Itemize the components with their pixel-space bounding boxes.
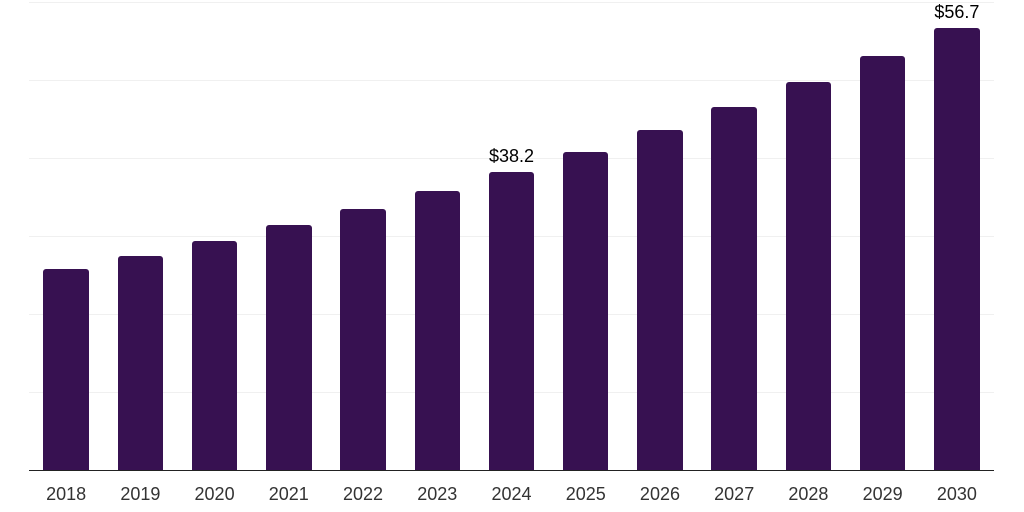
x-tick-label-2019: 2019 (120, 484, 161, 504)
bar-2030 (934, 27, 980, 470)
gridline (29, 80, 994, 81)
x-tick-label-2023: 2023 (417, 484, 458, 504)
x-tick-label-2029: 2029 (862, 484, 903, 504)
bar-2021 (266, 225, 312, 470)
gridline (29, 158, 994, 159)
x-tick-label-2026: 2026 (639, 484, 680, 504)
gridline (29, 2, 994, 3)
bar-2019 (117, 255, 164, 470)
plot-area: $38.2 $56.7 (29, 0, 994, 471)
bar-2028 (785, 82, 832, 470)
x-tick-label-2027: 2027 (714, 484, 755, 504)
x-tick-label-2021: 2021 (268, 484, 309, 504)
bar-2029 (859, 55, 906, 470)
bar-value-label-2024: $38.2 (488, 146, 535, 167)
x-tick-label-2024: 2024 (491, 484, 532, 504)
x-tick-label-2022: 2022 (343, 484, 384, 504)
bar-2026 (637, 129, 683, 470)
bar-value-label-2030: $56.7 (934, 1, 980, 22)
bar-2027 (711, 107, 757, 470)
x-tick-label-2025: 2025 (565, 484, 606, 504)
x-tick-label-2030: 2030 (936, 484, 977, 504)
x-tick-label-2020: 2020 (194, 484, 235, 504)
bar-2020 (191, 240, 238, 470)
x-tick-label-2018: 2018 (46, 484, 87, 504)
x-tick-label-2028: 2028 (788, 484, 829, 504)
x-axis: 2018 2019 2020 2021 2022 2023 2024 2025 2026 2027… (29, 471, 994, 511)
bar-2025 (562, 151, 609, 470)
bar-2023 (414, 190, 461, 470)
bar-2022 (340, 208, 386, 470)
bar-2024 (488, 172, 535, 470)
bar-2018 (43, 268, 89, 470)
